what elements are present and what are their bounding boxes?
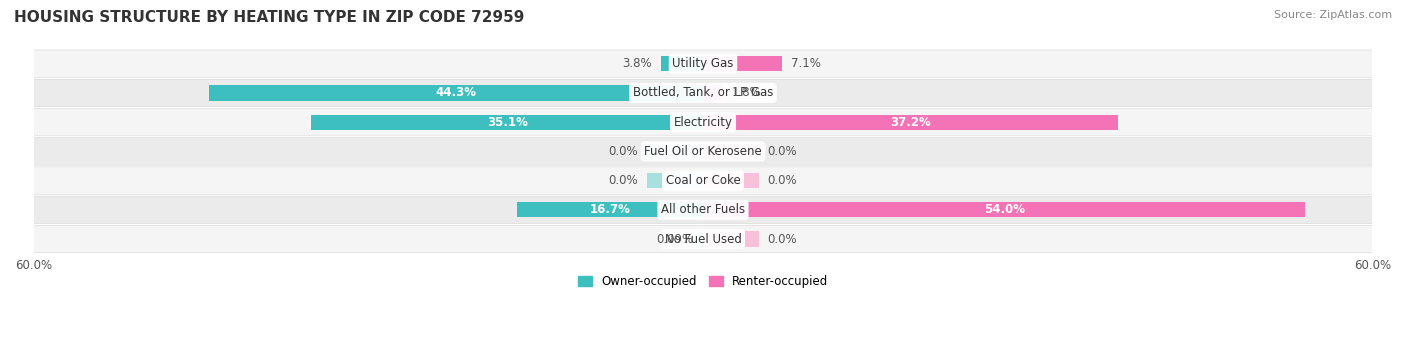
Text: 0.09%: 0.09% [657, 233, 693, 246]
Bar [311, 115, 703, 130]
Bar [703, 173, 759, 188]
Legend: Owner-occupied, Renter-occupied: Owner-occupied, Renter-occupied [572, 270, 834, 293]
Text: 37.2%: 37.2% [890, 116, 931, 129]
FancyBboxPatch shape [34, 79, 1372, 107]
Bar [703, 232, 759, 247]
Text: Bottled, Tank, or LP Gas: Bottled, Tank, or LP Gas [633, 86, 773, 100]
Text: Source: ZipAtlas.com: Source: ZipAtlas.com [1274, 10, 1392, 20]
Bar [661, 56, 703, 71]
Bar [703, 115, 1118, 130]
FancyBboxPatch shape [34, 196, 1372, 224]
Text: 35.1%: 35.1% [486, 116, 527, 129]
FancyBboxPatch shape [34, 108, 1372, 136]
Bar [516, 202, 703, 218]
Text: No Fuel Used: No Fuel Used [665, 233, 741, 246]
Text: 0.0%: 0.0% [609, 174, 638, 187]
Bar [647, 144, 703, 159]
Text: 7.1%: 7.1% [792, 57, 821, 70]
Text: 0.0%: 0.0% [609, 145, 638, 158]
Text: Fuel Oil or Kerosene: Fuel Oil or Kerosene [644, 145, 762, 158]
Text: 3.8%: 3.8% [621, 57, 651, 70]
Text: 0.0%: 0.0% [768, 233, 797, 246]
Text: 0.0%: 0.0% [768, 145, 797, 158]
Bar [703, 144, 759, 159]
Text: 0.0%: 0.0% [768, 174, 797, 187]
Bar [208, 85, 703, 101]
Text: 54.0%: 54.0% [984, 203, 1025, 216]
FancyBboxPatch shape [34, 138, 1372, 165]
Bar [647, 173, 703, 188]
Text: Utility Gas: Utility Gas [672, 57, 734, 70]
FancyBboxPatch shape [34, 50, 1372, 77]
Bar [703, 202, 1306, 218]
Text: Coal or Coke: Coal or Coke [665, 174, 741, 187]
FancyBboxPatch shape [34, 167, 1372, 194]
Text: 16.7%: 16.7% [589, 203, 630, 216]
Text: 44.3%: 44.3% [436, 86, 477, 100]
Text: Electricity: Electricity [673, 116, 733, 129]
Bar [703, 85, 723, 101]
Text: HOUSING STRUCTURE BY HEATING TYPE IN ZIP CODE 72959: HOUSING STRUCTURE BY HEATING TYPE IN ZIP… [14, 10, 524, 25]
Bar [703, 56, 782, 71]
FancyBboxPatch shape [34, 225, 1372, 253]
Text: 1.8%: 1.8% [733, 86, 762, 100]
Text: All other Fuels: All other Fuels [661, 203, 745, 216]
